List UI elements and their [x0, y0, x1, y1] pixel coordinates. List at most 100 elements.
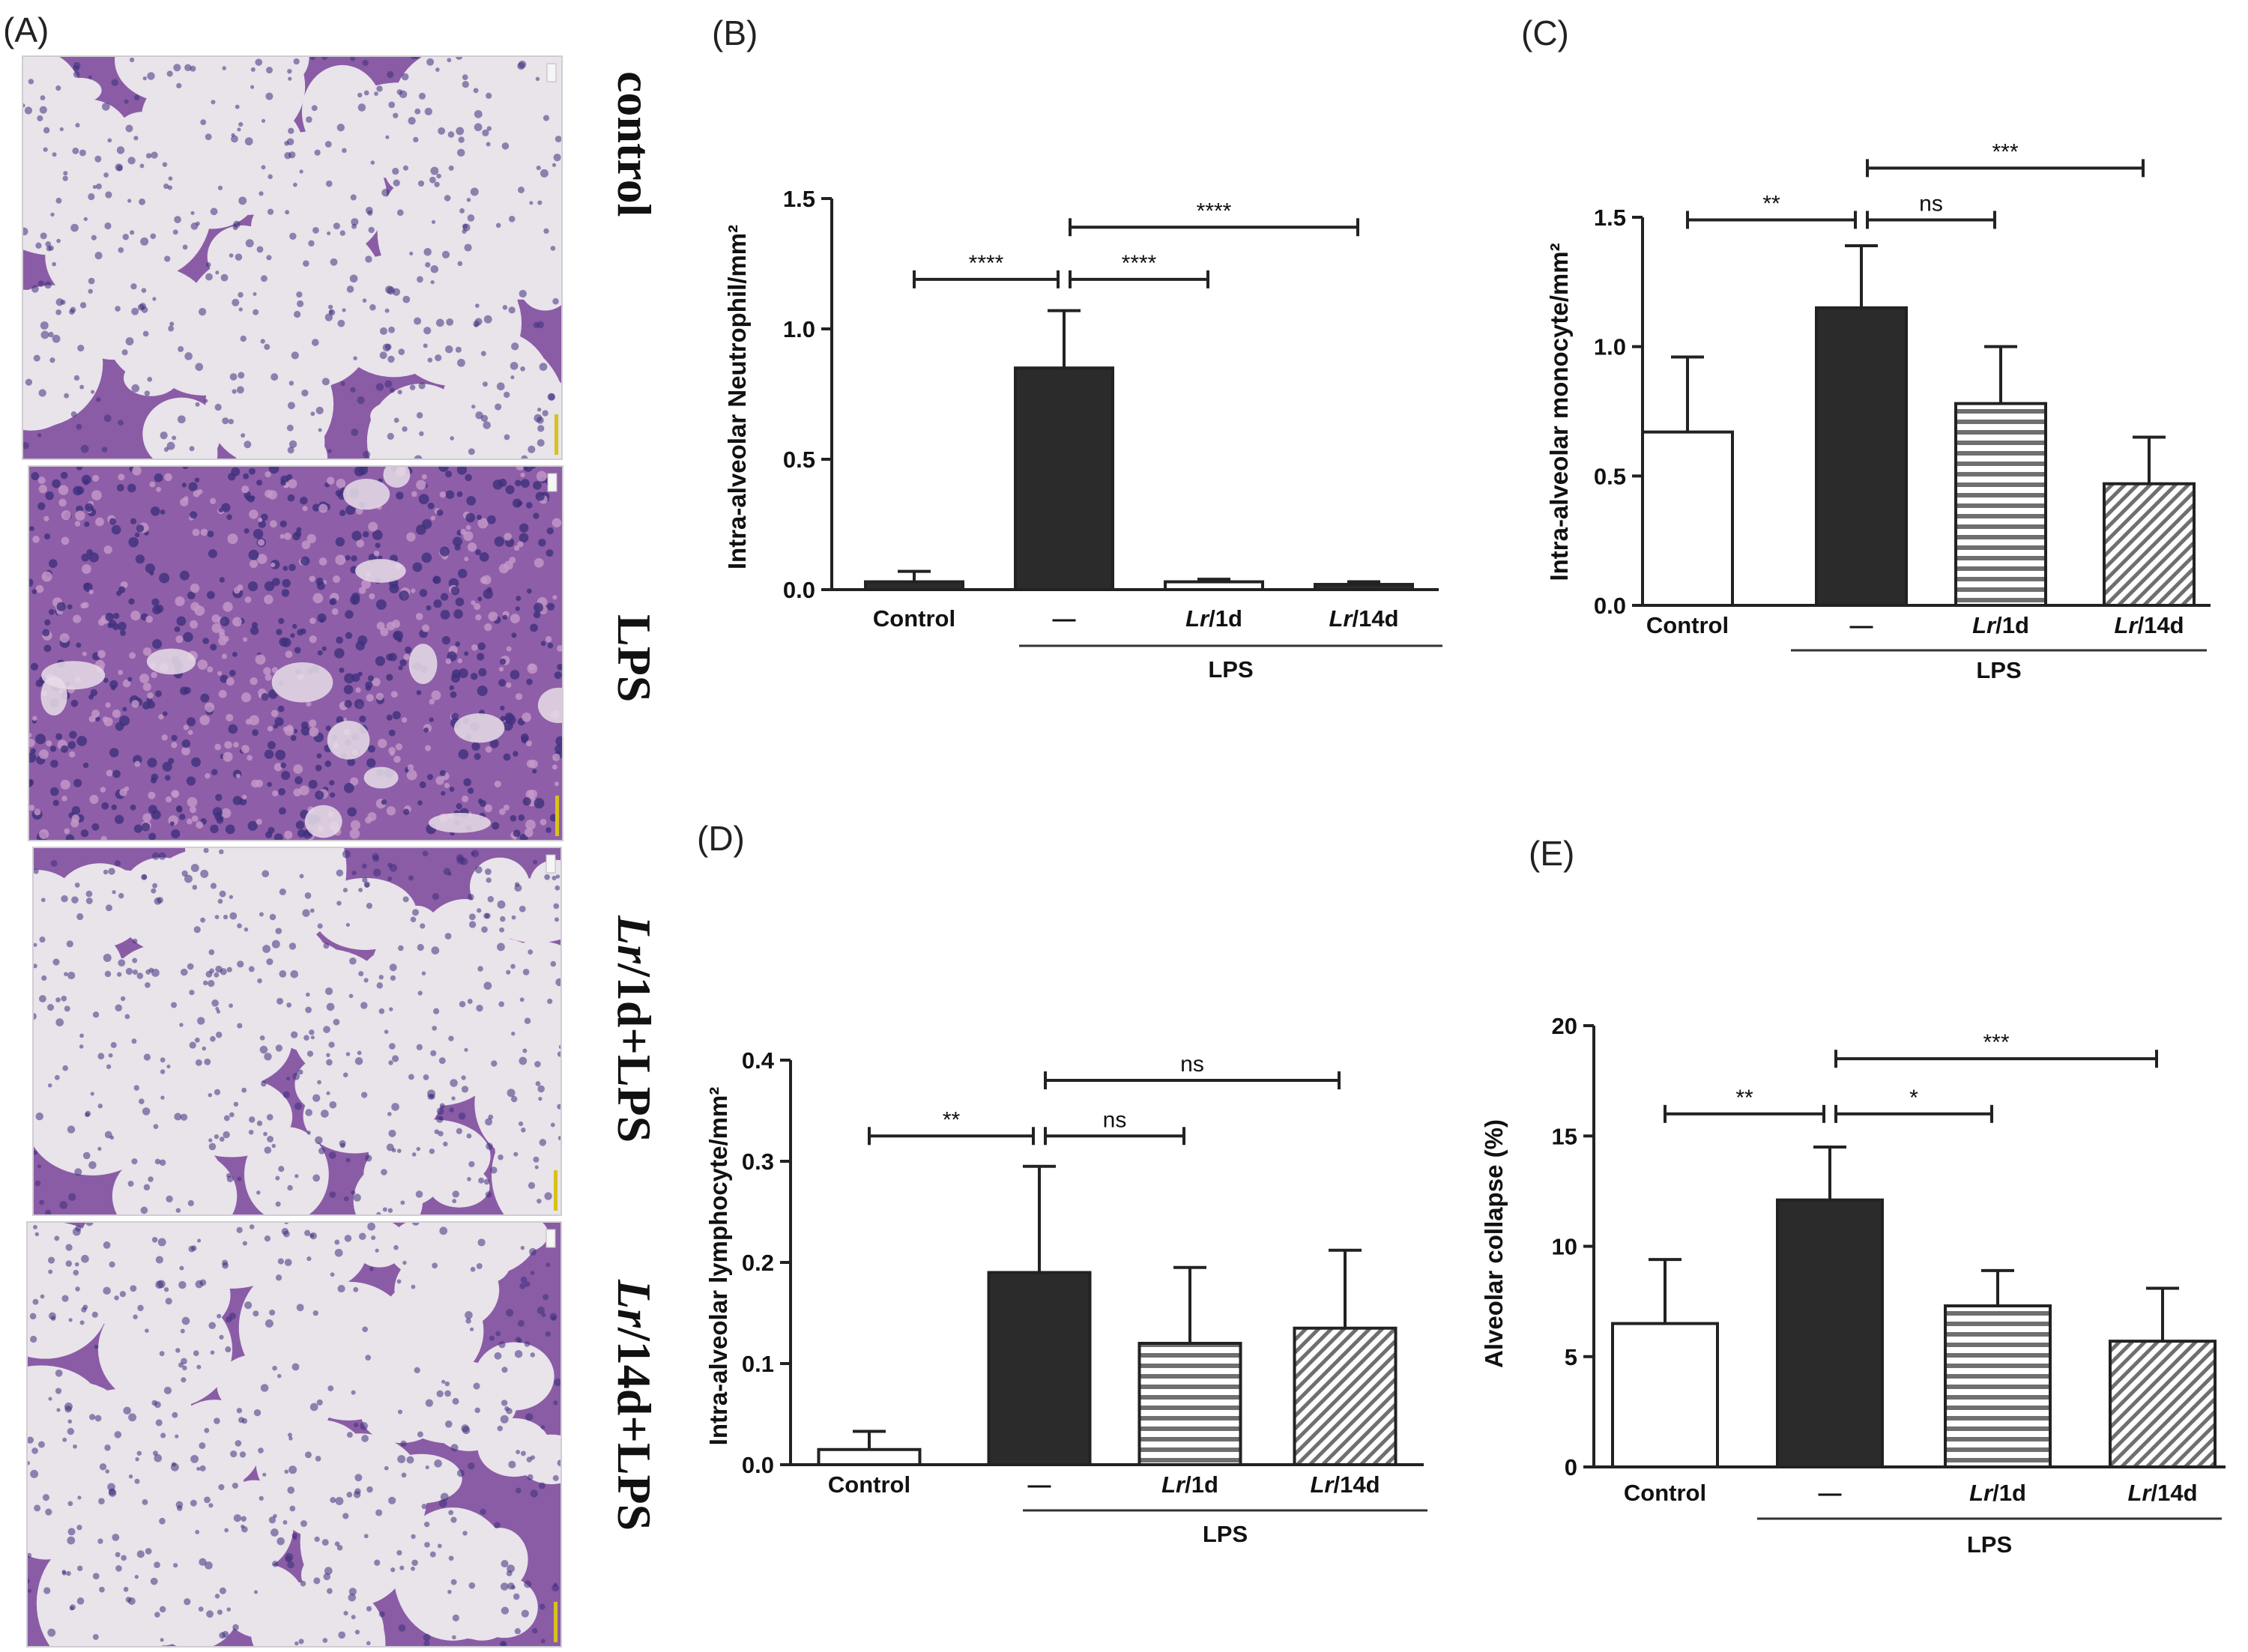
bar	[1954, 402, 2047, 607]
bar	[1815, 306, 1908, 607]
y-tick-label: 0.1	[742, 1351, 774, 1377]
label-part: —	[1819, 1480, 1842, 1506]
y-tick-label: 10	[1552, 1234, 1577, 1260]
y-tick-label: 5	[1565, 1344, 1577, 1370]
y-tick-label: 1.5	[1594, 205, 1626, 231]
x-tick-label: Lr/14d	[1310, 1471, 1380, 1498]
bar	[2103, 482, 2196, 608]
significance-bracket	[1664, 1104, 1825, 1123]
y-axis-label: Intra-alveolar lymphocyte/mm²	[704, 1087, 732, 1446]
x-tick-label: Control	[1624, 1480, 1706, 1506]
bar	[1164, 580, 1264, 591]
bar	[1641, 430, 1734, 607]
chart-e: (E) 0 5 10 15 20 Alveolar collapse (%) Control —…	[1480, 834, 2226, 1558]
label-part: /14d	[2137, 612, 2184, 638]
label-part: Lr	[1310, 1471, 1335, 1498]
label-part: Lr	[1972, 612, 1997, 638]
significance-bracket	[1834, 1050, 2158, 1068]
label-part: Lr	[1969, 1480, 1994, 1506]
y-tick-label: 0	[1565, 1454, 1577, 1480]
significance-label: ns	[1103, 1107, 1127, 1132]
group-label: LPS	[1203, 1521, 1248, 1547]
bar	[817, 1447, 922, 1466]
significance-bracket	[1069, 270, 1209, 288]
label-part: Lr	[2114, 612, 2139, 638]
y-tick-label: 1.0	[1594, 334, 1626, 360]
x-tick-label: —	[1850, 612, 1873, 638]
x-tick-label: Lr/1d	[1969, 1480, 2026, 1506]
significance-label: ****	[969, 251, 1004, 276]
y-tick-label: 15	[1552, 1123, 1577, 1149]
x-tick-label: —	[1053, 605, 1076, 632]
histology-image-lr1d-lps	[32, 847, 562, 1216]
label-part: Lr	[608, 1279, 661, 1328]
y-tick-label: 0.0	[742, 1452, 774, 1478]
significance-bracket	[1044, 1071, 1341, 1089]
image-label-control: control	[608, 71, 661, 217]
significance-label: ***	[1983, 1030, 2009, 1055]
significance-label: ****	[1122, 251, 1157, 276]
label-part: —	[1053, 605, 1076, 632]
x-tick-label: Lr/1d	[1161, 1471, 1218, 1498]
y-tick-label: 1.5	[783, 186, 815, 212]
panel-label: (D)	[697, 819, 745, 858]
label-part: Control	[873, 605, 955, 632]
significance-bracket	[1866, 211, 1996, 229]
label-part: /1d	[1992, 1480, 2026, 1506]
significance-bracket	[868, 1127, 1035, 1146]
panel-a-label: (A)	[3, 10, 49, 49]
bar	[1314, 583, 1414, 591]
bar	[1014, 366, 1114, 591]
x-tick-label: Lr/1d	[1185, 605, 1242, 632]
bar	[2109, 1340, 2217, 1469]
group-label: LPS	[1967, 1531, 2012, 1558]
y-tick-label: 0.4	[742, 1047, 775, 1074]
chart-c: (C) 0.0 0.5 1.0 1.5 Intra-alveolar monocyte/m…	[1521, 13, 2211, 683]
x-tick-label: Lr/14d	[1329, 605, 1398, 632]
x-tick-label: Control	[828, 1471, 910, 1498]
y-axis-label: Alveolar collapse (%)	[1480, 1119, 1508, 1368]
label-part: control	[608, 71, 661, 217]
label-part: Lr	[1329, 605, 1353, 632]
label-part: /14d+LPS	[608, 1327, 661, 1531]
x-tick-label: —	[1028, 1471, 1051, 1498]
label-part: Lr	[2127, 1480, 2152, 1506]
x-tick-label: Lr/14d	[2127, 1480, 2197, 1506]
histology-image-control	[22, 55, 563, 460]
bar	[1776, 1198, 1884, 1469]
bar	[1944, 1304, 2052, 1469]
significance-label: ****	[1197, 199, 1232, 223]
y-tick-label: 0.0	[783, 577, 815, 603]
significance-label: **	[1762, 191, 1780, 216]
bar	[987, 1271, 1092, 1466]
label-part: /1d	[1209, 605, 1242, 632]
label-part: /1d+LPS	[608, 963, 661, 1143]
y-axis-label: Intra-alveolar Neutrophil/mm²	[723, 225, 751, 569]
significance-bracket	[1069, 218, 1359, 237]
group-label: LPS	[1976, 657, 2021, 683]
label-part: —	[1850, 612, 1873, 638]
bar	[1611, 1322, 1719, 1468]
chart-b: (B) 0.0 0.5 1.0 1.5 Intra-alveolar Neutrophil…	[712, 13, 1442, 683]
label-part: Control	[1646, 612, 1729, 638]
label-part: /14d	[1333, 1471, 1380, 1498]
y-tick-label: 0.2	[742, 1250, 774, 1276]
panel-label: (C)	[1521, 13, 1569, 52]
x-tick-label: Lr/14d	[2114, 612, 2184, 638]
image-label-lr14d-lps: Lr/14d+LPS	[608, 1279, 661, 1531]
label-part: Lr	[1161, 1471, 1186, 1498]
significance-label: **	[1735, 1086, 1753, 1110]
x-tick-label: Control	[1646, 612, 1729, 638]
significance-label: ns	[1180, 1052, 1204, 1077]
histology-image-lr14d-lps	[26, 1221, 562, 1648]
significance-label: ns	[1919, 191, 1943, 216]
label-part: /14d	[2151, 1480, 2197, 1506]
label-part: /14d	[1352, 605, 1398, 632]
chart-d: (D) 0.0 0.1 0.2 0.3 0.4 Intra-alveolar lymphoc…	[697, 819, 1427, 1547]
significance-label: *	[1909, 1086, 1918, 1110]
image-label-lr1d-lps: Lr/1d+LPS	[608, 915, 661, 1143]
significance-bracket	[1834, 1104, 1993, 1123]
histology-image-lps	[28, 465, 563, 841]
